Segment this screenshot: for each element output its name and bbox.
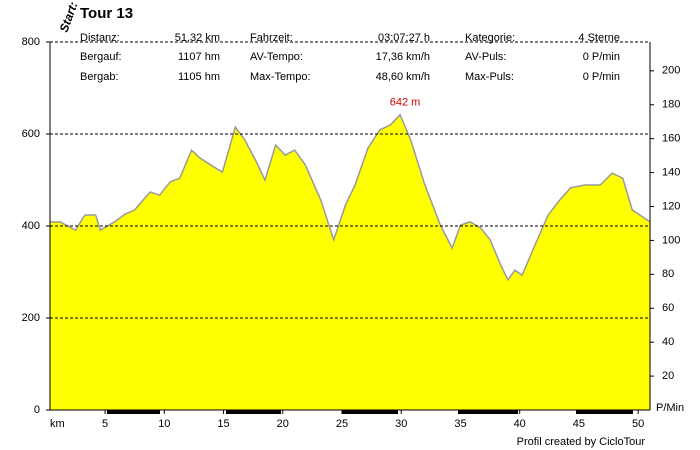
stat-label: Max-Tempo: xyxy=(250,71,311,83)
stat-value: 51,32 km xyxy=(175,32,220,44)
y2-tick-label: 60 xyxy=(662,302,674,314)
y-tick-label: 600 xyxy=(22,128,40,140)
y2-tick-label: 160 xyxy=(662,133,680,145)
x-tick-label: 20 xyxy=(277,418,289,430)
x-tick-label: 5 xyxy=(102,418,108,430)
bar-segment xyxy=(342,409,398,414)
stat-label: Bergauf: xyxy=(80,51,122,63)
bar-segment xyxy=(458,409,518,414)
y2-tick-label: 120 xyxy=(662,200,680,212)
stat-label: AV-Tempo: xyxy=(250,51,303,63)
x-tick-label: 10 xyxy=(158,418,170,430)
stat-label: Max-Puls: xyxy=(465,71,514,83)
x-tick-label: 25 xyxy=(336,418,348,430)
stat-value: 48,60 km/h xyxy=(376,71,430,83)
x-tick-label: 15 xyxy=(217,418,229,430)
night-bars xyxy=(107,409,633,414)
y2-tick-label: 80 xyxy=(662,268,674,280)
y-tick-label: 200 xyxy=(22,312,40,324)
stat-value: 17,36 km/h xyxy=(376,51,430,63)
x-axis-label: km xyxy=(50,418,65,430)
stat-label: Fahrzeit: xyxy=(250,32,293,44)
y2-tick-label: 140 xyxy=(662,166,680,178)
y2-tick-label: 100 xyxy=(662,234,680,246)
stat-label: Distanz: xyxy=(80,32,120,44)
area xyxy=(50,114,650,411)
stat-value: 1105 hm xyxy=(178,71,220,83)
x-tick-label: 35 xyxy=(454,418,466,430)
annotation: 642 m xyxy=(390,97,421,109)
stat-value: 03:07:27 h xyxy=(378,32,430,44)
stat-label: Bergab: xyxy=(80,71,119,83)
chart-title: Tour 13 xyxy=(80,5,133,22)
y2-tick-label: 200 xyxy=(662,65,680,77)
stat-label: AV-Puls: xyxy=(465,51,506,63)
stat-value: 0 P/min xyxy=(583,71,620,83)
y-tick-label: 0 xyxy=(34,404,40,416)
x-tick-label: 30 xyxy=(395,418,407,430)
bar-segment xyxy=(107,409,160,414)
profile-line xyxy=(50,113,651,282)
stat-value: 1107 hm xyxy=(178,51,220,63)
y2-tick-label: 40 xyxy=(662,336,674,348)
x-tick-label: 45 xyxy=(573,418,585,430)
x-tick-label: 40 xyxy=(514,418,526,430)
bar-segment xyxy=(226,409,281,414)
y-tick-label: 800 xyxy=(22,36,40,48)
x-tick-label: 50 xyxy=(632,418,644,430)
stat-value: 4 Sterne xyxy=(578,32,620,44)
stat-value: 0 P/min xyxy=(583,51,620,63)
credit: Profil created by CicloTour xyxy=(517,436,646,448)
y2-tick-label: 180 xyxy=(662,99,680,111)
bar-segment xyxy=(576,409,633,414)
y2-axis-label: P/Min xyxy=(656,402,684,414)
y2-tick-label: 20 xyxy=(662,370,674,382)
y-tick-label: 400 xyxy=(22,220,40,232)
stat-label: Kategorie: xyxy=(465,32,515,44)
